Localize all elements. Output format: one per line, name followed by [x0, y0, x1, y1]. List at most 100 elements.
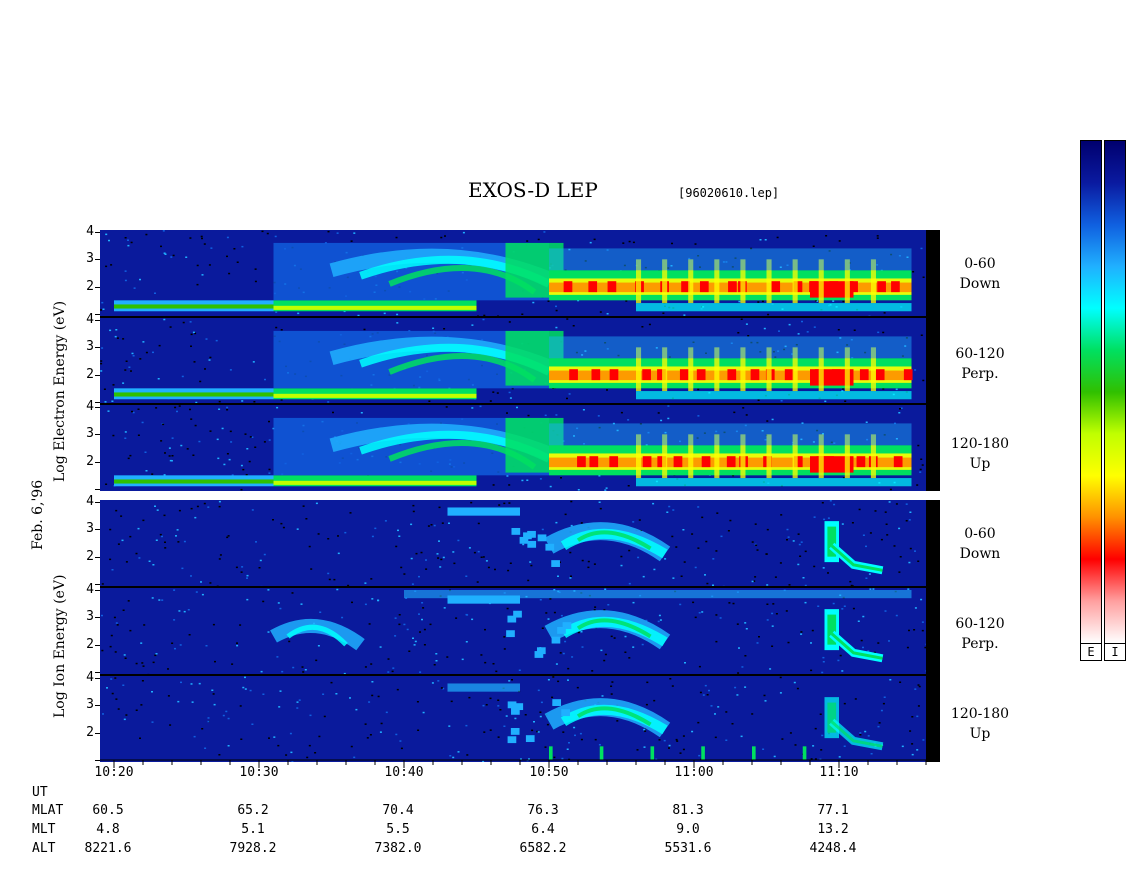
noise-pixel: [439, 566, 442, 568]
ion-spectrogram-down: [100, 500, 940, 586]
noise-pixel: [577, 489, 580, 491]
noise-pixel: [568, 393, 571, 395]
noise-pixel: [854, 698, 857, 700]
noise-pixel: [111, 400, 114, 402]
noise-pixel: [503, 636, 506, 638]
noise-pixel: [403, 623, 406, 626]
y-tick-mark: [95, 732, 100, 734]
noise-pixel: [814, 300, 817, 302]
noise-pixel: [697, 415, 700, 417]
upper-diffuse: [549, 336, 912, 359]
noise-pixel: [658, 739, 661, 741]
noise-pixel: [209, 356, 212, 359]
intense-spot: [699, 281, 709, 293]
noise-pixel: [412, 637, 414, 639]
noise-pixel: [471, 324, 474, 326]
noise-pixel: [568, 742, 570, 744]
noise-pixel: [418, 613, 420, 615]
ion-blob: [561, 709, 570, 717]
noise-pixel: [414, 640, 417, 643]
noise-pixel: [883, 312, 886, 314]
noise-pixel: [154, 654, 157, 657]
noise-pixel: [639, 423, 642, 425]
noise-pixel: [632, 241, 635, 244]
ion-blob: [551, 560, 560, 567]
noise-pixel: [570, 575, 572, 577]
y-tick-mark: [95, 584, 100, 585]
intense-spot: [877, 281, 886, 293]
noise-pixel: [733, 411, 736, 414]
noise-pixel: [804, 584, 807, 586]
noise-pixel: [547, 679, 550, 681]
noise-pixel: [499, 709, 502, 711]
noise-pixel: [829, 500, 832, 502]
noise-pixel: [201, 274, 204, 276]
noise-pixel: [169, 326, 172, 328]
noise-pixel: [801, 422, 804, 424]
noise-pixel: [193, 735, 196, 738]
noise-pixel: [189, 237, 192, 239]
noise-pixel: [437, 557, 440, 559]
noise-pixel: [183, 540, 186, 543]
noise-pixel: [101, 347, 104, 349]
ion-blob: [511, 707, 520, 715]
noise-pixel: [120, 515, 123, 517]
noise-pixel: [771, 612, 774, 615]
noise-pixel: [413, 644, 416, 646]
noise-pixel: [603, 659, 606, 662]
noise-pixel: [235, 566, 238, 569]
intense-spot: [696, 369, 706, 381]
y-tick-mark: [95, 314, 100, 315]
noise-pixel: [828, 250, 831, 252]
noise-pixel: [576, 427, 579, 430]
noise-pixel: [201, 237, 203, 240]
low-energy-band: [273, 300, 477, 312]
noise-pixel: [374, 527, 377, 530]
noise-pixel: [156, 509, 159, 511]
noise-pixel: [657, 412, 660, 414]
noise-pixel: [125, 561, 128, 563]
noise-pixel: [738, 300, 741, 303]
noise-pixel: [123, 654, 126, 656]
noise-pixel: [921, 629, 924, 632]
noise-pixel: [799, 555, 802, 557]
ion-blob: [552, 699, 562, 707]
noise-pixel: [672, 577, 675, 579]
intense-spot: [771, 281, 781, 293]
noise-pixel: [371, 694, 374, 697]
noise-pixel: [254, 280, 257, 283]
noise-pixel: [343, 310, 346, 313]
ephem-value-alt: 7382.0: [374, 841, 422, 856]
noise-pixel: [239, 624, 242, 626]
noise-pixel: [706, 582, 709, 585]
noise-pixel: [132, 355, 135, 357]
noise-pixel: [546, 723, 549, 726]
noise-pixel: [492, 484, 495, 486]
noise-pixel: [727, 530, 730, 532]
noise-pixel: [101, 614, 103, 617]
noise-pixel: [309, 714, 312, 717]
electron-panel-down: [100, 230, 940, 316]
noise-pixel: [175, 535, 177, 537]
burst-spike: [818, 434, 824, 479]
noise-pixel: [844, 400, 847, 402]
ion-blob: [507, 736, 517, 744]
noise-pixel: [503, 502, 506, 505]
noise-pixel: [425, 559, 427, 561]
noise-pixel: [806, 331, 809, 333]
noise-pixel: [645, 444, 648, 446]
noise-pixel: [377, 695, 380, 698]
noise-pixel: [594, 606, 597, 608]
noise-pixel: [387, 671, 390, 673]
noise-pixel: [130, 241, 133, 244]
noise-pixel: [793, 681, 796, 684]
noise-pixel: [421, 602, 424, 604]
noise-pixel: [838, 756, 841, 758]
noise-pixel: [652, 502, 655, 505]
noise-pixel: [221, 427, 224, 430]
noise-pixel: [573, 435, 575, 437]
noise-pixel: [866, 438, 869, 441]
noise-pixel: [192, 331, 195, 334]
intense-spot: [609, 456, 619, 468]
noise-pixel: [833, 503, 836, 506]
